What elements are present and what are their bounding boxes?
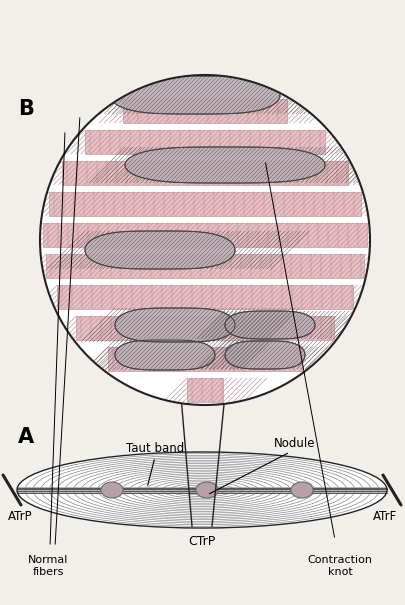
Polygon shape (115, 308, 235, 342)
Bar (49, 192, 361, 216)
Bar (43, 223, 367, 247)
Text: Normal
fibers: Normal fibers (28, 555, 68, 577)
Polygon shape (125, 147, 325, 183)
Ellipse shape (17, 452, 387, 528)
Ellipse shape (101, 482, 123, 498)
Bar (76, 316, 334, 340)
Text: CTrP: CTrP (188, 535, 215, 548)
Polygon shape (225, 341, 305, 369)
Text: ATrP: ATrP (8, 511, 33, 523)
Circle shape (40, 75, 370, 405)
Bar (187, 378, 223, 402)
Bar (58, 285, 353, 309)
Text: Contraction
knot: Contraction knot (307, 555, 373, 577)
Bar (123, 99, 287, 123)
Bar (47, 254, 364, 278)
Bar (108, 347, 302, 371)
Text: ATrF: ATrF (373, 511, 397, 523)
Text: Nodule: Nodule (274, 437, 316, 450)
Bar (17, 487, 387, 493)
Polygon shape (115, 340, 215, 370)
Bar (62, 161, 347, 185)
Text: A: A (18, 427, 34, 447)
Polygon shape (110, 76, 280, 114)
Ellipse shape (291, 482, 313, 498)
Ellipse shape (196, 482, 218, 498)
Text: Taut band: Taut band (126, 442, 184, 455)
Text: B: B (18, 99, 34, 119)
Polygon shape (85, 231, 235, 269)
Bar (85, 130, 325, 154)
Polygon shape (225, 311, 315, 339)
